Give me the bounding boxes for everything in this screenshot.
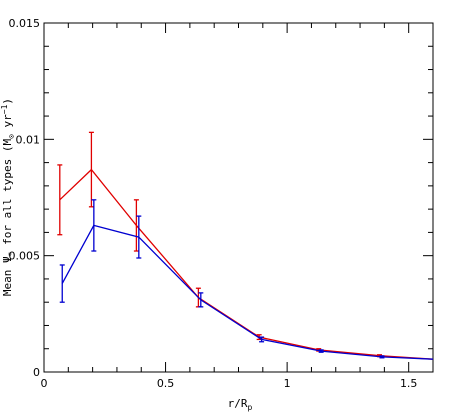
error-bar: [198, 292, 204, 308]
error-bar: [379, 355, 385, 359]
y-tick-label: 0.005: [9, 250, 41, 263]
error-bar: [59, 264, 65, 303]
x-axis-label: r/Rp: [228, 397, 253, 412]
error-bar: [136, 215, 142, 259]
y-tick-label: 0.015: [9, 17, 41, 30]
plot-frame: [43, 22, 434, 373]
x-tick-label: 0: [41, 377, 48, 390]
x-tick-label: 0.5: [157, 377, 175, 390]
tick-labels: 0 0.5 1 1.5 0 0.005 0.01 0.015: [9, 17, 418, 390]
error-bar: [88, 131, 94, 208]
error-bar: [133, 199, 139, 252]
x-tick-label: 1: [284, 377, 291, 390]
y-tick-label: 0.01: [16, 133, 41, 146]
series-line: [59, 168, 434, 360]
x-tick-label: 1.5: [400, 377, 418, 390]
error-bar: [318, 349, 324, 353]
series-line: [61, 224, 434, 360]
axis-ticks: [43, 22, 433, 373]
error-bar: [91, 199, 97, 252]
series-2: [59, 199, 434, 360]
y-axis-label: Mean Ψ* for all types (M⊙ yr−1): [0, 98, 16, 296]
y-tick-label: 0: [33, 366, 40, 379]
error-bar: [57, 164, 63, 236]
error-bar: [259, 336, 265, 343]
series-layer: [57, 131, 434, 360]
series-1: [57, 131, 434, 360]
